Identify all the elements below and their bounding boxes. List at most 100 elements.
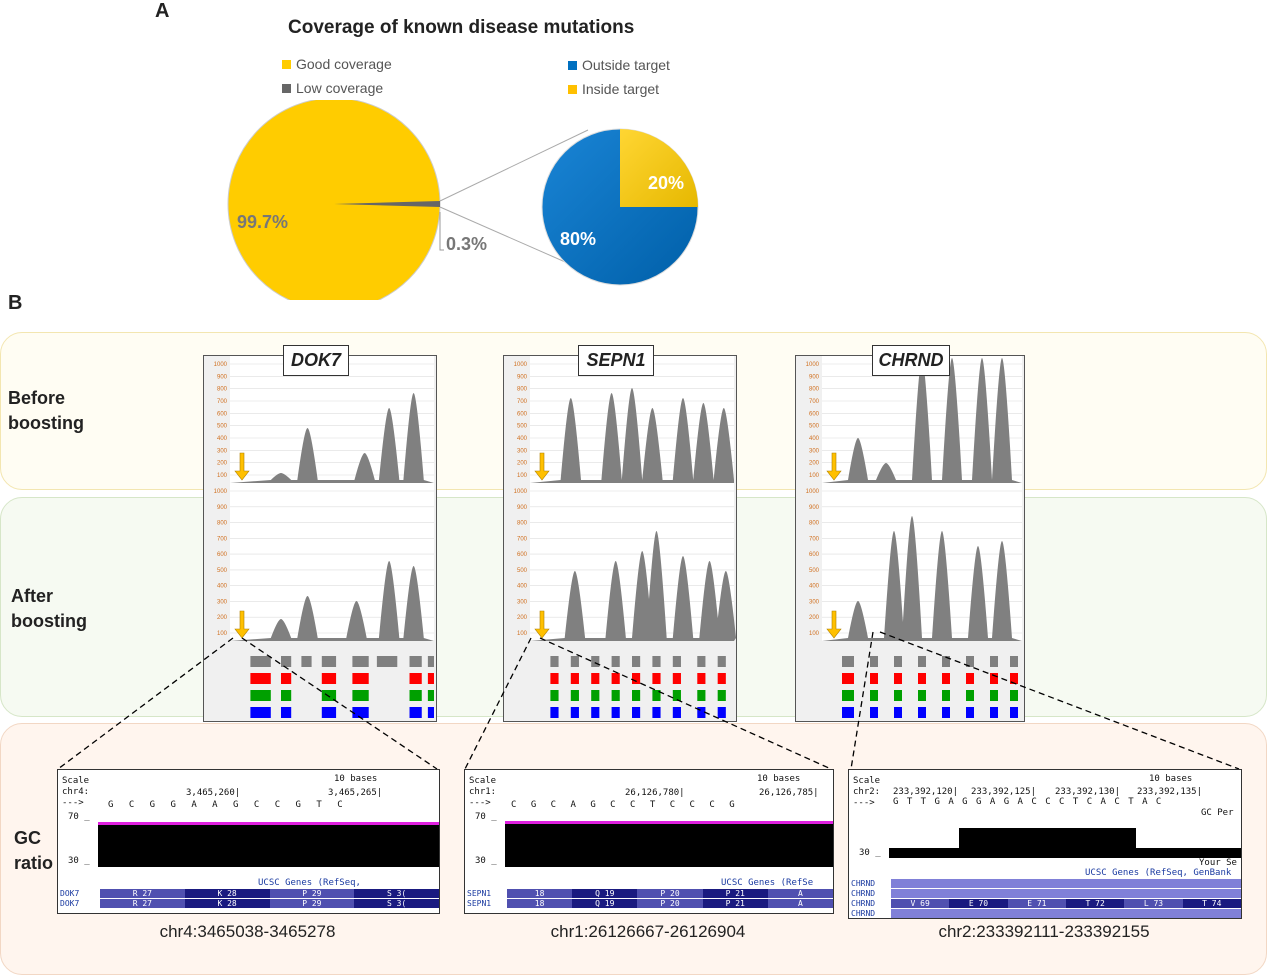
y-tick-label: 1000 (806, 489, 820, 495)
label-inside-pct: 20% (648, 173, 685, 193)
exon-block (570, 673, 579, 684)
y-tick-label: 400 (809, 584, 820, 590)
exon-block (842, 707, 854, 718)
ucsc-y-tick: 30 _ (68, 856, 90, 866)
exon-block (321, 707, 337, 718)
gc-ratio-bar (1136, 848, 1241, 858)
gene-track-bar (891, 908, 1241, 918)
exon-block (376, 656, 398, 667)
legend-swatch (282, 59, 291, 69)
y-tick-label: 800 (217, 387, 228, 393)
gene-box-chrnd: 1000 900 800 700 600 500 400 300 200 100 1000 900 80… (795, 355, 1025, 722)
codon-cell: L 73 (1124, 898, 1183, 908)
legend-item-low: Low coverage (282, 80, 392, 96)
pie-chart-title: Coverage of known disease mutations (288, 17, 635, 38)
codon-cell: P 20 (637, 898, 703, 908)
codon-cell: E 71 (1007, 898, 1066, 908)
gene-track-row: CHRND V 69 E 70 E 71 T 72 L 73 T 74 (849, 898, 1241, 908)
y-tick-label: 100 (217, 631, 228, 637)
ucsc-pos-label: 26,126,785| (759, 788, 819, 798)
codon-cell: P 29 (269, 898, 355, 908)
legend-label: Outside target (582, 57, 670, 73)
ucsc-track-label: Your Se (1199, 858, 1237, 868)
exon-block (352, 673, 369, 684)
gene-track-row: CHRND (849, 908, 1241, 918)
exon-block (427, 690, 434, 701)
gene-track-name: CHRND (851, 888, 876, 898)
before-bg (230, 356, 434, 483)
exon-block (250, 707, 271, 718)
row-label-before: Before boosting (8, 388, 84, 433)
codon-cell: V 69 (891, 898, 950, 908)
low-coverage-arrow-icon (826, 610, 842, 639)
exon-block (281, 690, 292, 701)
ucsc-pos-label: 233,392,130| (1055, 787, 1121, 797)
exon-block (966, 690, 974, 701)
exon-block (427, 707, 434, 718)
codon-cell: T 74 (1182, 898, 1241, 908)
exon-block (281, 707, 292, 718)
pie-charts (227, 100, 699, 300)
legend-swatch (568, 84, 577, 94)
ucsc-y-tick: 70 _ (68, 812, 90, 822)
y-tick-label: 100 (517, 473, 528, 479)
gene-track-bar: R 27 K 28 P 29 S 3( (100, 898, 439, 908)
exon-block (717, 690, 726, 701)
exon-block (1010, 707, 1018, 718)
exon-block (632, 690, 641, 701)
y-tick-label: 600 (809, 411, 820, 417)
exon-block (697, 707, 706, 718)
exon-block (697, 690, 706, 701)
coverage-plot: 1000 900 800 700 600 500 400 300 200 100 1000 900 80… (214, 356, 434, 718)
after-area (530, 531, 737, 641)
exon-block (966, 656, 974, 667)
y-tick-label: 300 (217, 448, 228, 454)
gc-max-line (505, 821, 833, 824)
y-tick-label: 300 (809, 599, 820, 605)
exon-block (570, 707, 579, 718)
gene-track-bar: 18 Q 19 P 20 P 21 A (507, 888, 833, 898)
ucsc-genes-label: UCSC Genes (RefSe (721, 878, 814, 888)
exon-block (427, 656, 434, 667)
ucsc-chr-label: chr4: (62, 787, 90, 797)
exon-block (550, 707, 559, 718)
legend-label: Inside target (582, 81, 660, 97)
ucsc-view-dok7: Scale chr4: ---> 10 bases 3,465,260| 3,4… (57, 769, 440, 914)
exon-block (611, 690, 620, 701)
ucsc-strand-label: ---> (853, 798, 875, 808)
codon-cell: R 27 (100, 888, 185, 898)
exon-block (611, 707, 620, 718)
legend-swatch (282, 83, 291, 93)
ucsc-chr-label: chr1: (469, 787, 497, 797)
exon-block (870, 707, 878, 718)
exon-block (611, 673, 620, 684)
coverage-plot: 1000 900 800 700 600 500 400 300 200 100 1000 900 80… (806, 356, 1022, 718)
codon-cell: 18 (507, 888, 573, 898)
exon-block (352, 690, 369, 701)
y-tick-label: 500 (809, 568, 820, 574)
legend-swatch (568, 60, 577, 70)
gene-track-row: CHRND (849, 878, 1241, 888)
coverage-plot: 1000 900 800 700 600 500 400 300 200 100 1000 900 80… (514, 356, 737, 718)
legend-item-good: Good coverage (282, 56, 392, 72)
y-tick-label: 800 (517, 521, 528, 527)
exon-block (281, 656, 292, 667)
y-tick-label: 900 (217, 374, 228, 380)
gene-box-sepn1: 1000 900 800 700 600 500 400 300 200 100 1000 900 80… (503, 355, 737, 722)
y-tick-label: 800 (809, 387, 820, 393)
label-outside-pct: 80% (560, 229, 597, 249)
y-tick-label: 700 (217, 399, 228, 405)
exon-block (352, 656, 369, 667)
y-tick-label: 900 (809, 505, 820, 511)
codon-cell: P 21 (702, 888, 768, 898)
y-tick-label: 800 (517, 387, 528, 393)
ucsc-view-chrnd: Scale chr2: ---> 10 bases 233,392,120| 2… (848, 769, 1242, 919)
y-tick-label: 700 (517, 536, 528, 542)
y-tick-label: 1000 (214, 489, 228, 495)
codon-cell: A (767, 898, 833, 908)
gene-track-row: SEPN1 18 Q 19 P 20 P 21 A (465, 898, 833, 908)
exon-block (250, 656, 271, 667)
panel-b-letter: B (8, 292, 23, 314)
exon-block (990, 690, 998, 701)
y-tick-label: 500 (217, 568, 228, 574)
